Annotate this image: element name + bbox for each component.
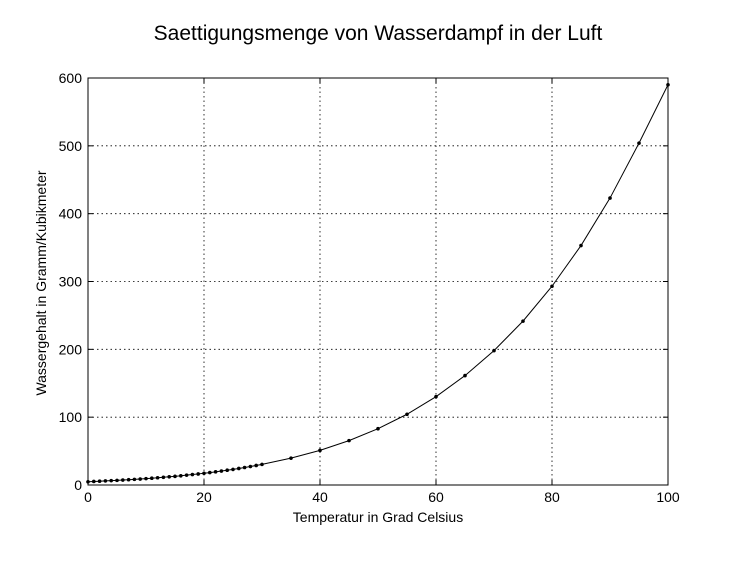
- data-point: [225, 468, 229, 473]
- data-point: [132, 477, 137, 482]
- data-point: [521, 319, 525, 323]
- y-tick-label: 300: [59, 274, 83, 290]
- data-point: [463, 373, 467, 378]
- data-point: [666, 82, 670, 87]
- data-point: [347, 438, 351, 443]
- data-point: [202, 471, 206, 476]
- data-point: [190, 472, 195, 477]
- data-point: [161, 475, 166, 480]
- x-tick-label: 40: [312, 489, 328, 505]
- x-tick-label: 100: [656, 489, 680, 505]
- chart-title: Saettigungsmenge von Wasserdampf in der …: [154, 22, 603, 45]
- data-point: [208, 470, 212, 475]
- data-point: [318, 448, 322, 453]
- y-tick-label: 400: [59, 206, 83, 222]
- tick-label-layer: 0 20 40 60 80 100 0 100 200 300 400 500 600: [59, 70, 680, 505]
- data-point: [109, 478, 113, 483]
- data-point: [97, 479, 102, 484]
- series-layer: [86, 82, 670, 484]
- data-point: [434, 394, 438, 399]
- data-point: [254, 463, 258, 468]
- data-point: [550, 284, 554, 289]
- data-point: [608, 196, 612, 200]
- data-point: [103, 479, 108, 483]
- data-point: [242, 465, 247, 470]
- data-point: [213, 470, 218, 474]
- x-tick-label: 0: [84, 489, 92, 505]
- y-tick-label: 200: [59, 341, 83, 357]
- x-tick-label: 20: [196, 489, 212, 505]
- grid-layer: [88, 78, 668, 485]
- series-line: [87, 84, 669, 483]
- data-point: [86, 479, 90, 484]
- data-point: [173, 474, 177, 479]
- data-point: [150, 476, 154, 481]
- data-point: [179, 473, 183, 478]
- x-tick-label: 60: [428, 489, 444, 505]
- data-point: [219, 469, 224, 473]
- x-axis-label: Temperatur in Grad Celsius: [293, 509, 463, 525]
- data-point: [115, 478, 119, 483]
- data-point: [289, 456, 293, 460]
- y-tick-label: 100: [59, 409, 83, 425]
- data-point: [637, 141, 641, 145]
- data-point: [121, 478, 125, 482]
- axes-layer: [87, 77, 669, 486]
- data-point: [138, 477, 142, 481]
- x-tick-label: 80: [544, 489, 560, 505]
- data-point: [237, 466, 241, 471]
- data-point: [144, 476, 148, 481]
- data-point: [405, 412, 409, 417]
- data-point: [126, 477, 131, 482]
- y-tick-label: 0: [74, 477, 82, 493]
- data-point: [196, 472, 200, 476]
- y-tick-label: 500: [59, 138, 83, 154]
- data-point: [376, 426, 380, 431]
- y-tick-label: 600: [59, 70, 83, 86]
- data-point: [231, 467, 235, 472]
- data-point: [92, 479, 96, 484]
- data-point: [184, 473, 189, 477]
- data-point: [260, 462, 264, 467]
- data-point: [492, 348, 496, 353]
- data-point: [579, 243, 583, 248]
- data-point: [155, 475, 160, 480]
- y-axis-label: Wassergehalt in Gramm/Kubikmeter: [33, 170, 49, 395]
- data-point: [167, 474, 171, 479]
- data-point: [248, 464, 253, 469]
